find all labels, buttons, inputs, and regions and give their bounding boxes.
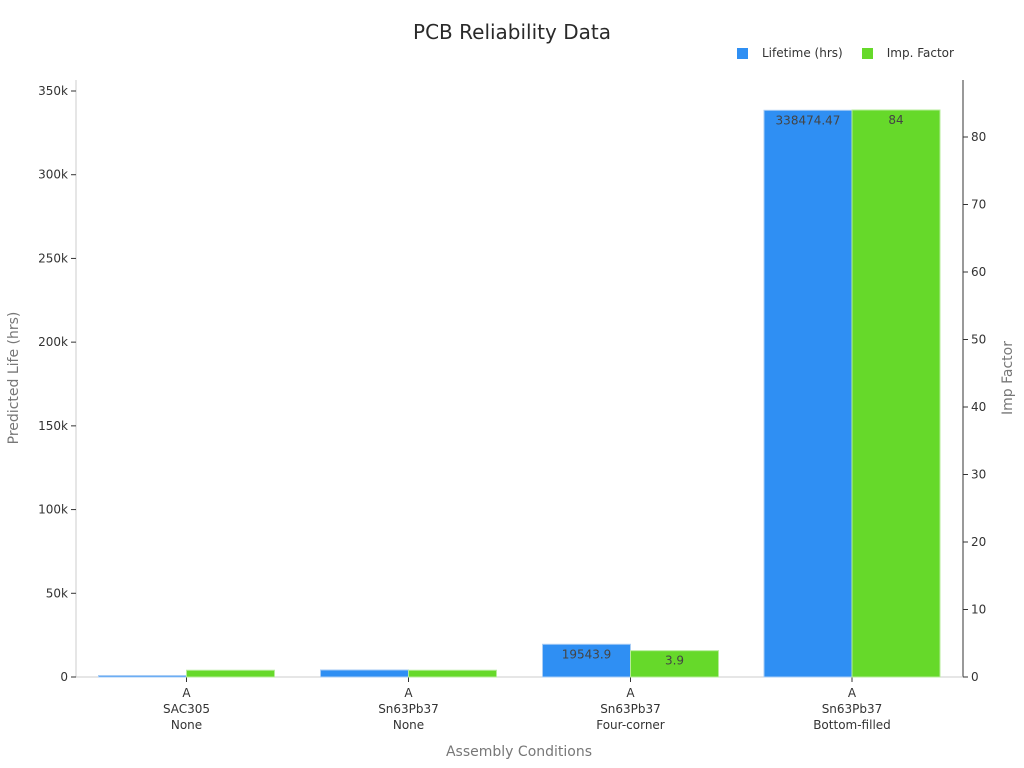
y2-tick-label: 70 — [971, 198, 986, 212]
x-tick-label: None — [171, 718, 202, 732]
x-tick-label: Bottom-filled — [813, 718, 891, 732]
y2-tick-label: 0 — [971, 670, 979, 684]
y-tick-label: 350k — [38, 84, 68, 98]
y-tick-label: 50k — [46, 586, 68, 600]
y2-tick-label: 60 — [971, 265, 986, 279]
bar-label-imp-factor: 3.9 — [665, 654, 684, 668]
y-tick-label: 300k — [38, 168, 68, 182]
bar-lifetime[interactable] — [98, 675, 187, 678]
legend: Lifetime (hrs) Imp. Factor — [737, 46, 973, 60]
y-tick-label: 200k — [38, 335, 68, 349]
x-tick-label: A — [848, 686, 857, 700]
x-tick-label: None — [393, 718, 424, 732]
bar-imp-factor[interactable] — [186, 669, 275, 678]
y-tick-label: 100k — [38, 503, 68, 517]
y-tick-label: 150k — [38, 419, 68, 433]
bar-imp-factor[interactable] — [630, 650, 719, 678]
x-tick-label: A — [182, 686, 191, 700]
x-tick-label: A — [626, 686, 635, 700]
y2-tick-label: 10 — [971, 603, 986, 617]
bar-label-imp-factor: 84 — [888, 113, 903, 127]
bar-label-lifetime: 19543.9 — [562, 647, 612, 661]
bar-lifetime[interactable] — [320, 669, 409, 678]
x-tick-label: Sn63Pb37 — [822, 702, 883, 716]
bar-imp-factor[interactable] — [851, 109, 941, 678]
y2-tick-label: 50 — [971, 333, 986, 347]
y2-tick-label: 20 — [971, 535, 986, 549]
legend-item-lifetime[interactable]: Lifetime (hrs) — [737, 46, 843, 60]
x-tick-label: Sn63Pb37 — [600, 702, 661, 716]
x-tick-label: A — [404, 686, 413, 700]
y-axis-title: Predicted Life (hrs) — [6, 312, 22, 445]
chart-title: PCB Reliability Data — [413, 20, 611, 44]
x-axis-title: Assembly Conditions — [446, 744, 592, 760]
bar-lifetime[interactable] — [763, 109, 853, 678]
x-tick-label: Four-corner — [596, 718, 665, 732]
legend-item-imp-factor[interactable]: Imp. Factor — [861, 46, 954, 60]
y2-tick-label: 80 — [971, 130, 986, 144]
legend-swatch-imp-factor — [861, 47, 873, 59]
y-tick-label: 0 — [60, 670, 68, 684]
legend-label-lifetime: Lifetime (hrs) — [762, 46, 843, 60]
y2-axis-title: Imp Factor — [1000, 341, 1016, 415]
y2-tick-label: 30 — [971, 468, 986, 482]
y2-tick-label: 40 — [971, 400, 986, 414]
x-tick-label: Sn63Pb37 — [378, 702, 439, 716]
bar-label-lifetime: 338474.47 — [776, 113, 841, 127]
legend-swatch-lifetime — [737, 47, 748, 59]
x-tick-label: SAC305 — [163, 702, 210, 716]
y-tick-label: 250k — [38, 251, 68, 265]
legend-label-imp-factor: Imp. Factor — [886, 46, 954, 60]
bar-imp-factor[interactable] — [408, 669, 497, 678]
